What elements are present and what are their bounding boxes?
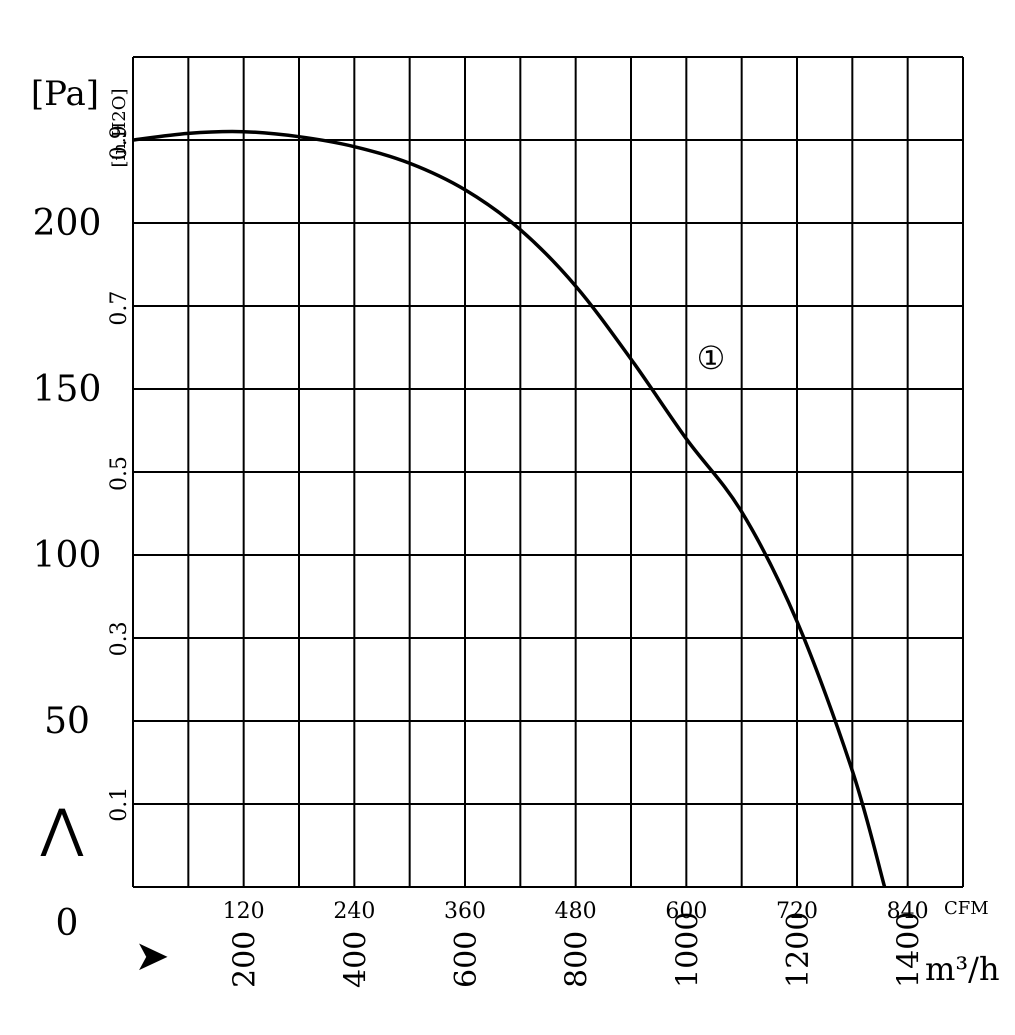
- m3h-tick-label: 200: [228, 931, 263, 988]
- series-curve-1: [132, 129, 887, 888]
- pa-tick-label: 100: [33, 535, 102, 576]
- inh2o-tick-label: 0.9: [107, 125, 132, 160]
- cfm-tick-label: 840: [887, 899, 929, 924]
- pa-tick-label: 0: [56, 903, 79, 944]
- m3h-tick-label: 800: [560, 931, 595, 988]
- inh2o-tick-label: 0.7: [107, 291, 132, 326]
- cfm-tick-label: 120: [223, 899, 265, 924]
- inh2o-tick-label: 0.1: [107, 787, 132, 822]
- m3h-tick-labels: 200 400 600 800 1000 1200 1400: [228, 912, 927, 988]
- pa-tick-labels: 0 50 100 150 200: [33, 203, 102, 944]
- inh2o-tick-label: 0.5: [107, 456, 132, 491]
- grid: [132, 56, 964, 888]
- m3h-tick-label: 1400: [892, 912, 927, 988]
- series-label: ①: [697, 339, 726, 377]
- cfm-tick-label: 480: [555, 899, 597, 924]
- pa-tick-label: 150: [33, 369, 102, 410]
- m3h-tick-label: 400: [338, 931, 373, 988]
- pa-tick-label: 50: [44, 701, 90, 742]
- cfm-tick-label: 720: [776, 899, 818, 924]
- pa-tick-label: 200: [33, 203, 102, 244]
- pa-unit-label: [Pa]: [31, 74, 99, 114]
- cfm-tick-label: 360: [444, 899, 486, 924]
- inh2o-unit-label: [in.H2O]: [109, 88, 130, 167]
- m3h-tick-label: 1000: [670, 912, 705, 988]
- inh2o-tick-labels: 0.1 0.3 0.5 0.7 0.9: [107, 125, 132, 822]
- x-axis-arrow: ➤: [134, 931, 169, 980]
- cfm-tick-label: 600: [665, 899, 707, 924]
- m3h-tick-label: 1200: [781, 912, 816, 988]
- cfm-tick-label: 240: [333, 899, 375, 924]
- cfm-unit-label: CFM: [944, 898, 989, 919]
- m3h-tick-label: 600: [449, 931, 484, 988]
- m3h-unit-label: m³/h: [925, 950, 1000, 988]
- cfm-tick-labels: 120 240 360 480 600 720 840: [223, 899, 929, 924]
- inh2o-tick-label: 0.3: [107, 621, 132, 656]
- y-axis-arrow: ⋀: [40, 799, 84, 859]
